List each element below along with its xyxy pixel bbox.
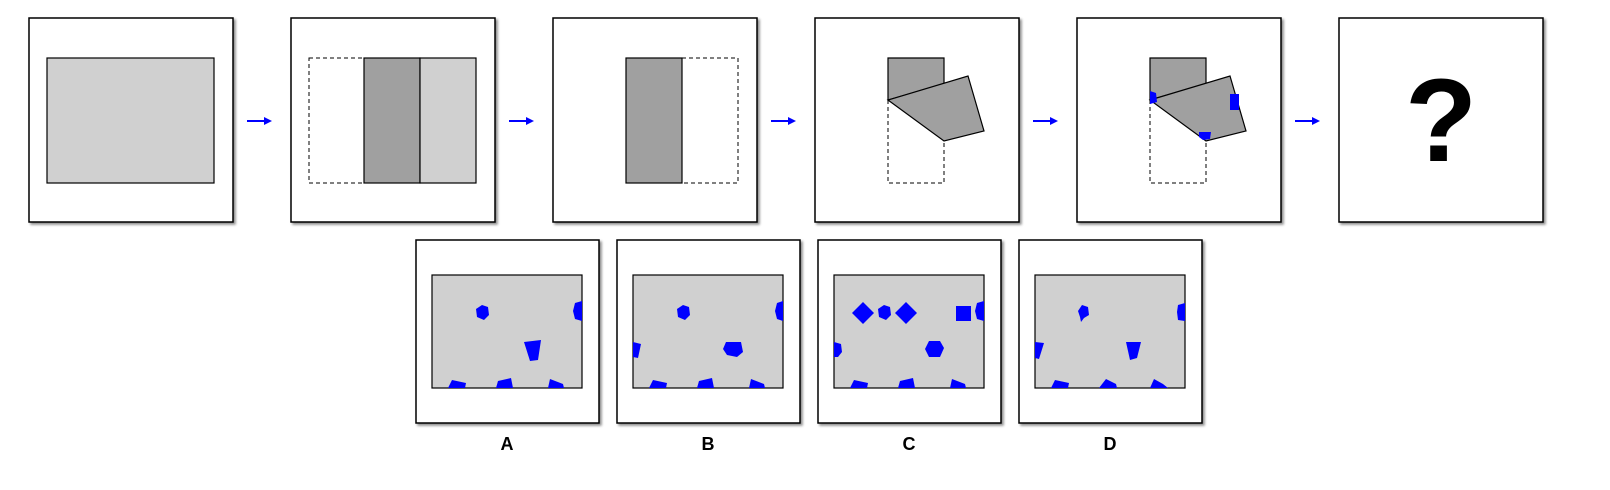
step-4-panel — [814, 17, 1020, 223]
unfolded-paper — [833, 274, 985, 389]
option-b-label[interactable]: B — [701, 434, 715, 454]
hole — [850, 380, 868, 388]
folded-flap — [1148, 75, 1247, 142]
hole — [950, 379, 966, 388]
option-c-label[interactable]: C — [902, 434, 916, 454]
step-3-panel — [552, 17, 758, 223]
option-d-panel[interactable] — [1018, 239, 1203, 424]
unfolded-paper — [1034, 274, 1186, 389]
hole — [1126, 342, 1141, 360]
step-5-panel — [1076, 17, 1282, 223]
arrow-icon — [1295, 117, 1320, 125]
hole — [898, 378, 915, 388]
hole — [1150, 379, 1168, 388]
option-c-panel[interactable] — [817, 239, 1002, 424]
hole — [448, 380, 466, 388]
hole — [697, 378, 714, 388]
punched-hole — [1199, 132, 1211, 140]
folded-layer — [625, 57, 683, 184]
punched-hole — [1150, 91, 1157, 104]
question-panel-frame — [1338, 17, 1544, 223]
arrow-icon — [1033, 117, 1058, 125]
hole — [878, 305, 891, 320]
hole — [633, 342, 641, 358]
step-2-panel — [290, 17, 496, 223]
hole — [1035, 342, 1044, 359]
step-1-panel — [28, 17, 234, 223]
question-mark: ? — [1404, 55, 1478, 187]
option-b-panel[interactable] — [616, 239, 801, 424]
hole — [775, 301, 783, 321]
hole — [749, 379, 765, 388]
hole — [476, 305, 489, 320]
hole — [723, 342, 743, 357]
arrow-icon — [247, 117, 272, 125]
hole — [677, 305, 690, 320]
hole — [524, 340, 541, 361]
hole — [956, 306, 971, 321]
hole — [895, 302, 917, 324]
unfolded-paper — [632, 274, 784, 389]
paper-sheet — [419, 57, 477, 184]
folded-layer — [363, 57, 421, 184]
folded-flap — [886, 75, 985, 142]
hole — [834, 342, 842, 357]
paper-sheet — [46, 57, 215, 184]
arrow-icon — [509, 117, 534, 125]
punched-hole — [1230, 94, 1239, 110]
arrow-icon — [771, 117, 796, 125]
hole — [573, 301, 582, 321]
folded-away-outline — [681, 57, 739, 184]
option-d-label[interactable]: D — [1103, 434, 1117, 454]
option-a-panel[interactable] — [415, 239, 600, 424]
hole — [1099, 379, 1117, 388]
folded-away-outline — [308, 57, 365, 184]
hole — [496, 378, 513, 388]
hole — [548, 379, 564, 388]
unfolded-paper — [431, 274, 583, 389]
option-a-label[interactable]: A — [500, 434, 514, 454]
hole — [649, 380, 667, 388]
hole — [852, 302, 874, 324]
hole — [975, 301, 984, 321]
hole — [925, 341, 944, 357]
hole — [1177, 303, 1185, 321]
hole — [1078, 305, 1089, 322]
hole — [1051, 380, 1069, 388]
